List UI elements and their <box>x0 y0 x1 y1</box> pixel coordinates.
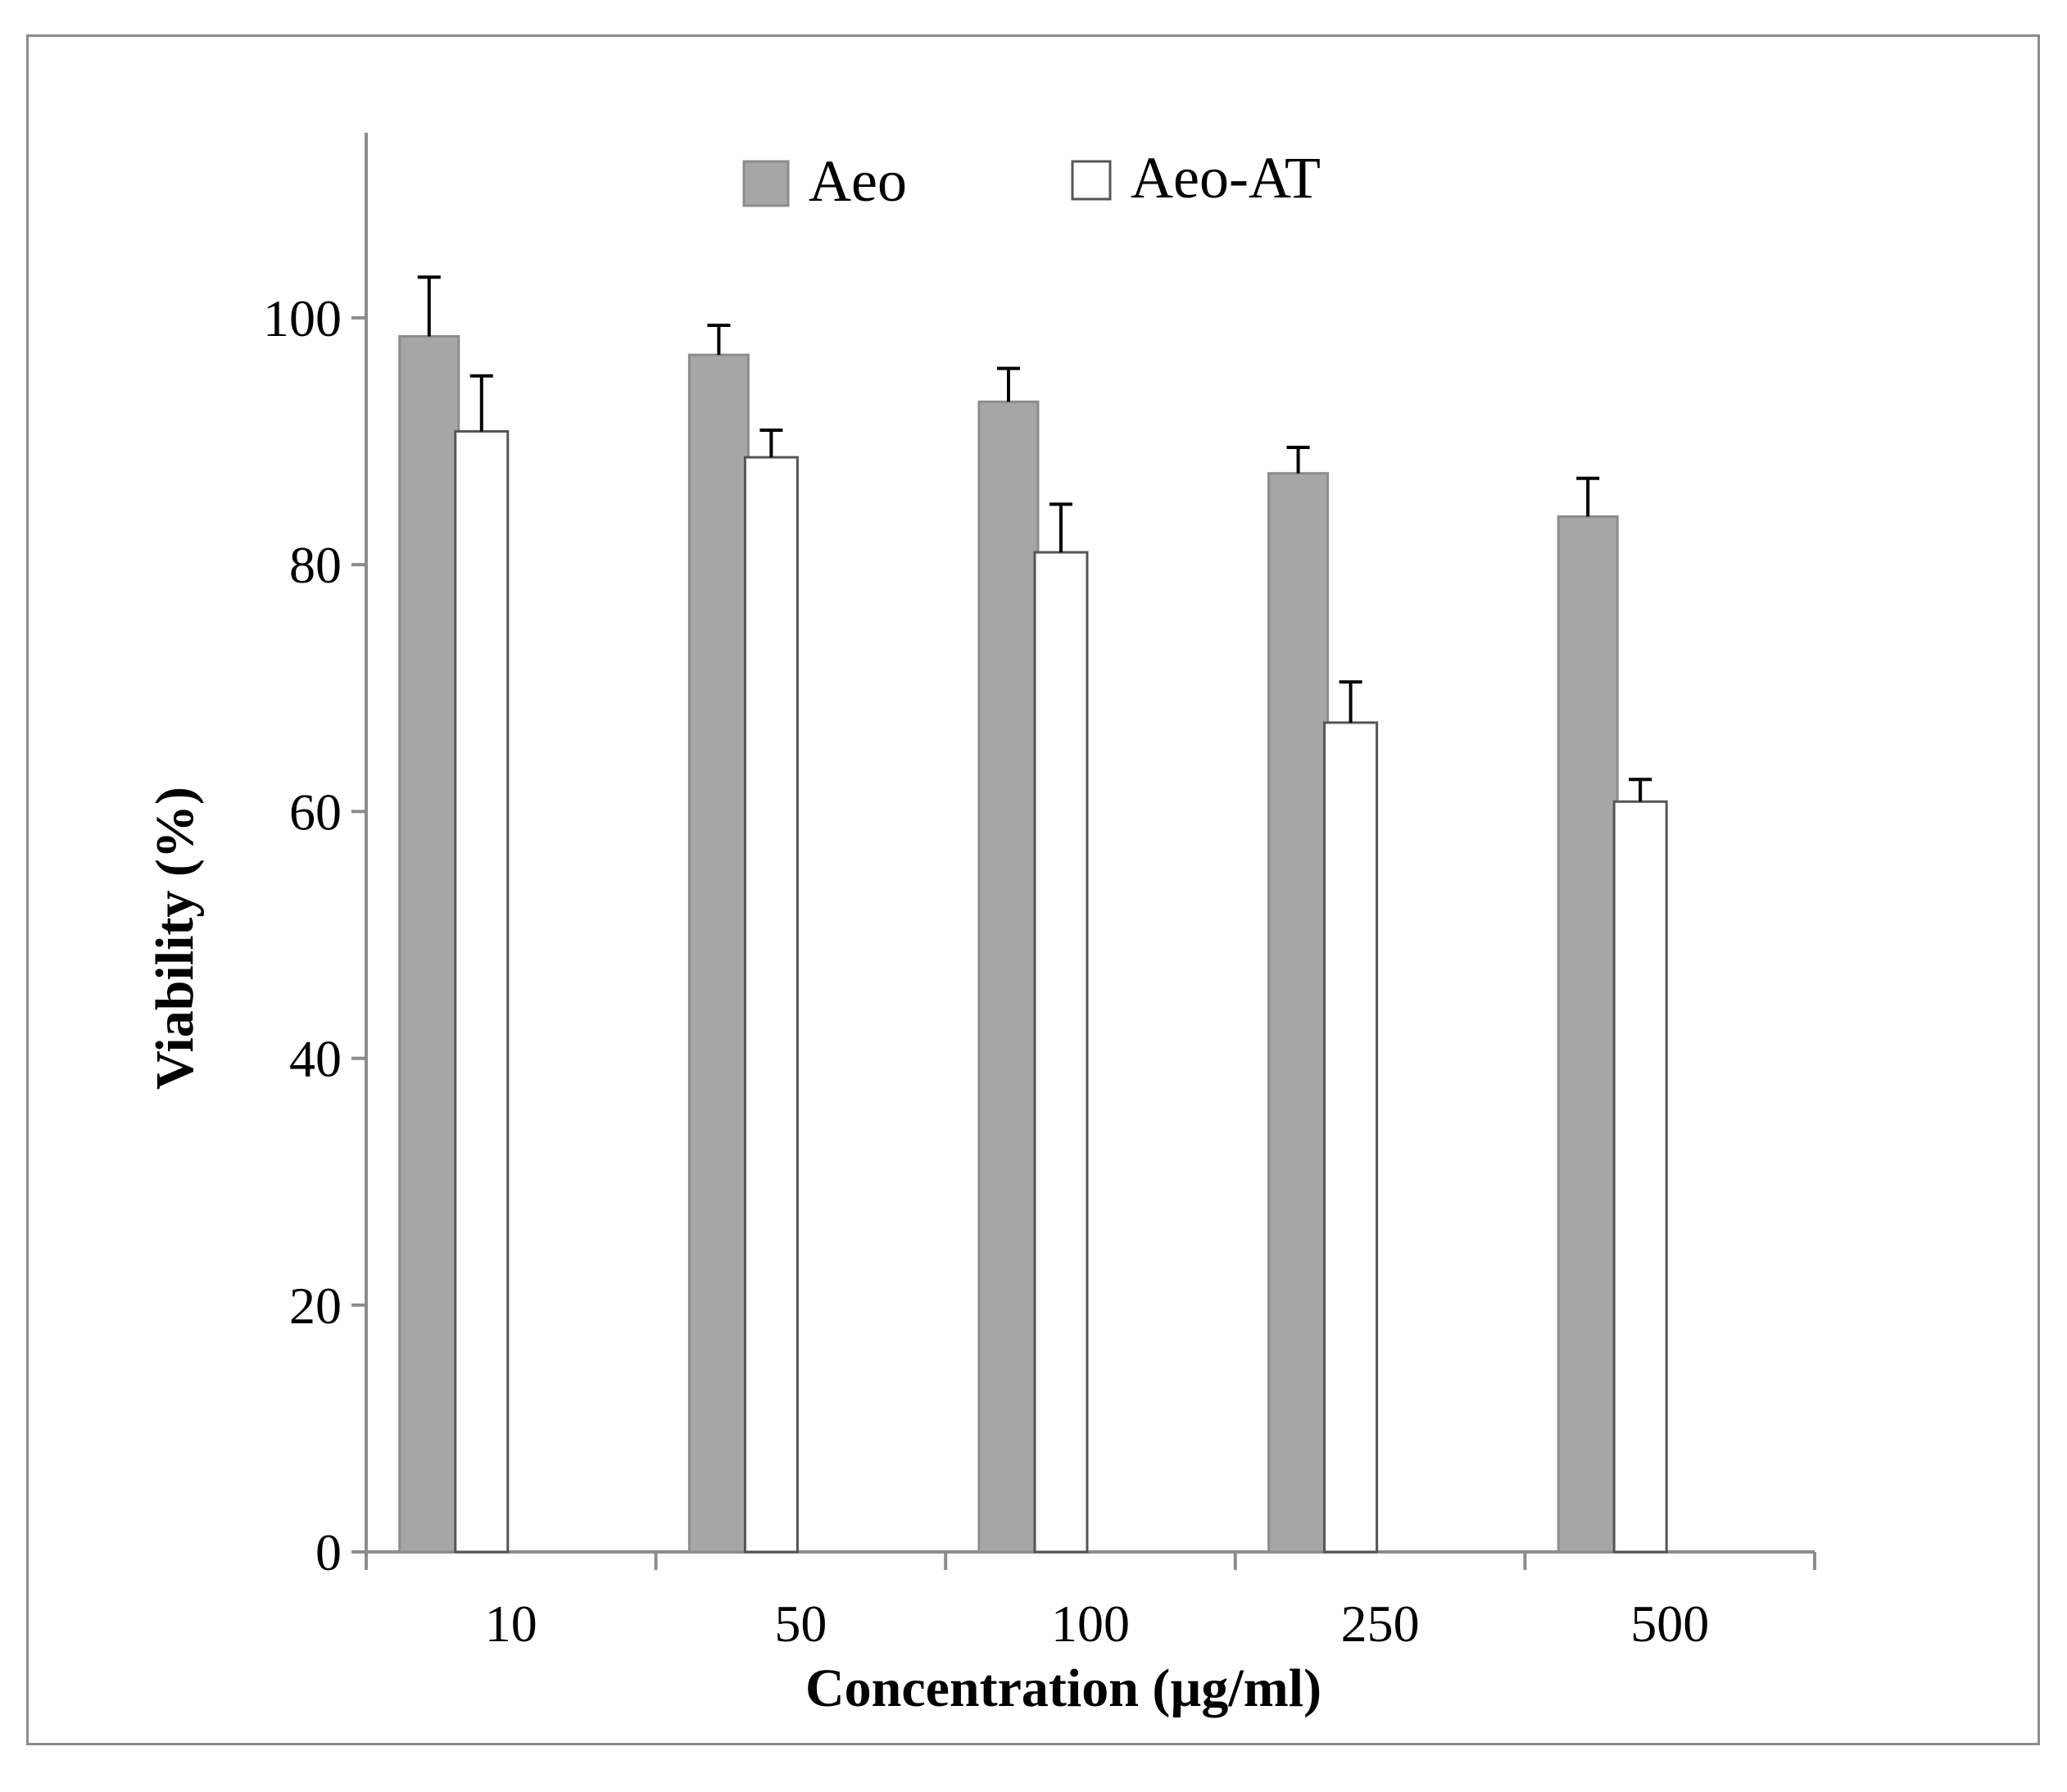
legend-swatch-aeo-at <box>1071 160 1112 201</box>
x-tick-label: 100 <box>1051 1595 1130 1653</box>
bar-aeo-at-10 <box>454 429 510 1554</box>
y-axis-title: Viability (%) <box>145 787 205 1090</box>
bars <box>398 335 1668 1554</box>
bar-chart: 0 20 40 60 80 100 10 50 100 250 500 Concentration… <box>145 133 1816 1718</box>
y-tick-label: 40 <box>289 1030 342 1088</box>
x-tick-label: 500 <box>1630 1595 1709 1653</box>
y-tick-label: 100 <box>263 289 342 347</box>
bar-aeo-at-50 <box>743 456 799 1554</box>
legend: Aeo Aeo-AT <box>742 145 1321 214</box>
y-tick-label: 20 <box>289 1277 342 1335</box>
bar-aeo-at-250 <box>1323 721 1379 1554</box>
bar-aeo-50 <box>687 353 750 1554</box>
x-tick-label: 250 <box>1341 1595 1420 1653</box>
x-axis-title: Concentration (µg/ml) <box>805 1658 1321 1718</box>
legend-label-aeo-at: Aeo-AT <box>1131 145 1321 211</box>
bar-aeo-10 <box>398 335 460 1554</box>
bar-aeo-100 <box>977 400 1040 1554</box>
x-tick-label: 10 <box>485 1595 537 1653</box>
y-tick-label: 60 <box>289 783 342 841</box>
error-bars <box>417 275 1652 802</box>
legend-swatch-aeo <box>742 160 790 207</box>
y-tick-label: 0 <box>315 1523 342 1581</box>
x-ticks: 10 50 100 250 500 <box>365 1552 1816 1653</box>
bar-aeo-at-500 <box>1612 800 1668 1554</box>
bar-aeo-250 <box>1267 472 1330 1554</box>
legend-label-aeo: Aeo <box>809 148 907 214</box>
x-tick-label: 50 <box>774 1595 827 1653</box>
y-ticks: 0 20 40 60 80 100 <box>263 289 366 1581</box>
y-tick-label: 80 <box>289 536 342 594</box>
chart-frame: 0 20 40 60 80 100 10 50 100 250 500 Concentration… <box>26 34 2040 1745</box>
bar-aeo-at-100 <box>1033 551 1089 1554</box>
bar-aeo-500 <box>1557 515 1619 1554</box>
